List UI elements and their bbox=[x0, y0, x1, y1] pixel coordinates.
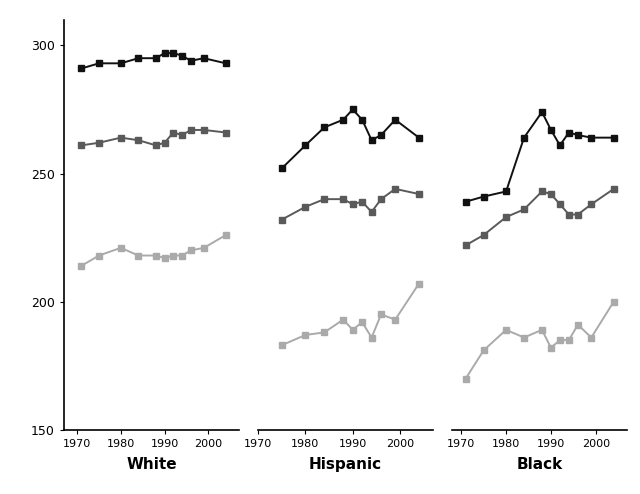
X-axis label: Hispanic: Hispanic bbox=[309, 457, 382, 472]
X-axis label: Black: Black bbox=[516, 457, 563, 472]
X-axis label: White: White bbox=[126, 457, 177, 472]
